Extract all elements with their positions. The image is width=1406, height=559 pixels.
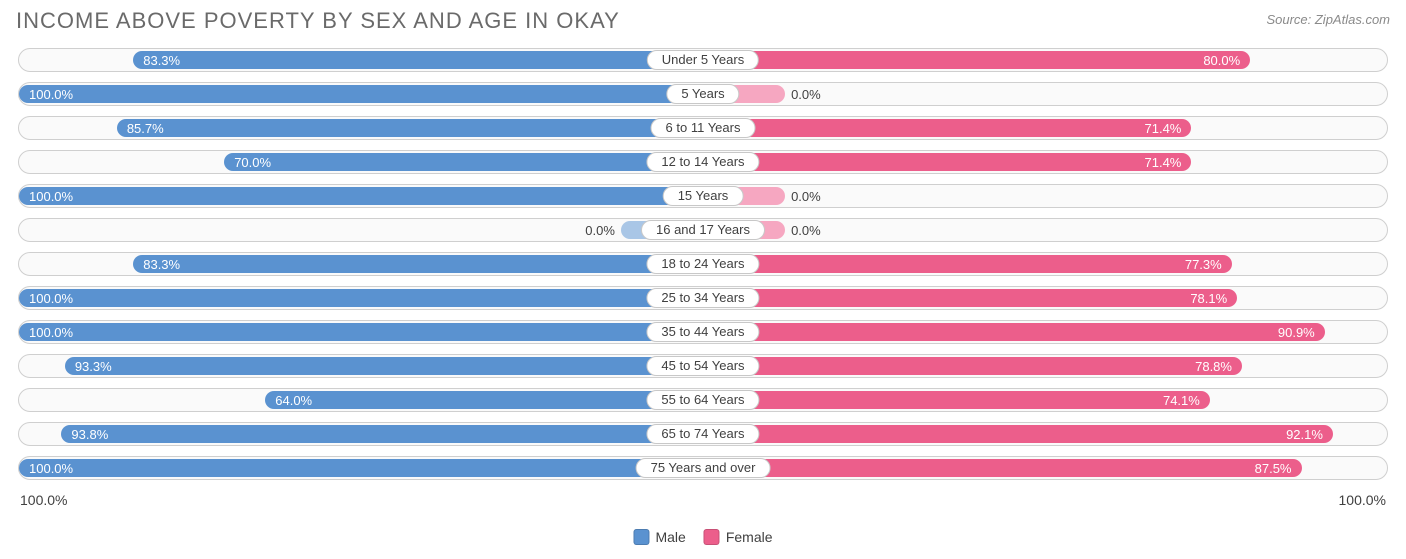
male-bar: 100.0% bbox=[19, 323, 703, 341]
chart-row: 100.0% 0.0% 5 Years bbox=[18, 82, 1388, 106]
axis-left-label: 100.0% bbox=[20, 492, 67, 508]
legend: Male Female bbox=[633, 529, 772, 545]
male-value-label: 100.0% bbox=[29, 461, 73, 476]
male-value-label: 100.0% bbox=[29, 325, 73, 340]
chart-row: 0.0% 0.0% 16 and 17 Years bbox=[18, 218, 1388, 242]
male-value-label: 70.0% bbox=[234, 155, 271, 170]
chart-area: 83.3% 80.0% Under 5 Years 100.0% 0.0% 5 Years… bbox=[16, 48, 1390, 480]
female-bar: 80.0% bbox=[703, 51, 1250, 69]
category-pill: 65 to 74 Years bbox=[646, 424, 759, 444]
chart-row: 64.0% 74.1% 55 to 64 Years bbox=[18, 388, 1388, 412]
female-value-label: 80.0% bbox=[1203, 53, 1240, 68]
female-value-label: 74.1% bbox=[1163, 393, 1200, 408]
chart-row: 93.3% 78.8% 45 to 54 Years bbox=[18, 354, 1388, 378]
category-pill: 5 Years bbox=[666, 84, 739, 104]
category-pill: 16 and 17 Years bbox=[641, 220, 765, 240]
chart-source: Source: ZipAtlas.com bbox=[1266, 12, 1390, 27]
category-pill: 45 to 54 Years bbox=[646, 356, 759, 376]
female-bar: 74.1% bbox=[703, 391, 1210, 409]
chart-row: 83.3% 80.0% Under 5 Years bbox=[18, 48, 1388, 72]
male-value-label: 64.0% bbox=[275, 393, 312, 408]
axis-right-label: 100.0% bbox=[1339, 492, 1386, 508]
chart-header: INCOME ABOVE POVERTY BY SEX AND AGE IN O… bbox=[16, 8, 1390, 34]
chart-row: 93.8% 92.1% 65 to 74 Years bbox=[18, 422, 1388, 446]
female-value-label: 71.4% bbox=[1145, 155, 1182, 170]
male-bar: 83.3% bbox=[133, 51, 703, 69]
legend-item-female: Female bbox=[704, 529, 773, 545]
legend-label-female: Female bbox=[726, 529, 773, 545]
category-pill: 25 to 34 Years bbox=[646, 288, 759, 308]
category-pill: 15 Years bbox=[663, 186, 744, 206]
female-bar: 92.1% bbox=[703, 425, 1333, 443]
chart-row: 100.0% 90.9% 35 to 44 Years bbox=[18, 320, 1388, 344]
female-value-label: 78.1% bbox=[1190, 291, 1227, 306]
male-value-label: 85.7% bbox=[127, 121, 164, 136]
male-value-label: 83.3% bbox=[143, 257, 180, 272]
chart-title: INCOME ABOVE POVERTY BY SEX AND AGE IN O… bbox=[16, 8, 620, 34]
chart-row: 70.0% 71.4% 12 to 14 Years bbox=[18, 150, 1388, 174]
female-bar: 71.4% bbox=[703, 119, 1191, 137]
chart-container: INCOME ABOVE POVERTY BY SEX AND AGE IN O… bbox=[0, 0, 1406, 559]
chart-row: 100.0% 78.1% 25 to 34 Years bbox=[18, 286, 1388, 310]
chart-row: 83.3% 77.3% 18 to 24 Years bbox=[18, 252, 1388, 276]
male-value-label: 93.3% bbox=[75, 359, 112, 374]
female-value-label: 71.4% bbox=[1145, 121, 1182, 136]
legend-label-male: Male bbox=[655, 529, 685, 545]
legend-swatch-female bbox=[704, 529, 720, 545]
female-value-label: 90.9% bbox=[1278, 325, 1315, 340]
male-bar: 93.8% bbox=[61, 425, 703, 443]
male-value-label: 100.0% bbox=[29, 87, 73, 102]
male-bar: 100.0% bbox=[19, 85, 703, 103]
male-value-label: 100.0% bbox=[29, 291, 73, 306]
female-bar: 87.5% bbox=[703, 459, 1302, 477]
female-value-label: 0.0% bbox=[785, 87, 821, 102]
male-bar: 64.0% bbox=[265, 391, 703, 409]
male-bar: 100.0% bbox=[19, 187, 703, 205]
male-bar: 100.0% bbox=[19, 289, 703, 307]
male-value-label: 93.8% bbox=[71, 427, 108, 442]
chart-row: 100.0% 87.5% 75 Years and over bbox=[18, 456, 1388, 480]
female-bar: 78.1% bbox=[703, 289, 1237, 307]
male-bar: 100.0% bbox=[19, 459, 703, 477]
male-value-label: 100.0% bbox=[29, 189, 73, 204]
female-value-label: 0.0% bbox=[785, 189, 821, 204]
female-value-label: 87.5% bbox=[1255, 461, 1292, 476]
category-pill: 75 Years and over bbox=[636, 458, 771, 478]
legend-swatch-male bbox=[633, 529, 649, 545]
female-bar: 90.9% bbox=[703, 323, 1325, 341]
female-bar: 71.4% bbox=[703, 153, 1191, 171]
female-bar: 77.3% bbox=[703, 255, 1232, 273]
male-value-label: 83.3% bbox=[143, 53, 180, 68]
category-pill: 35 to 44 Years bbox=[646, 322, 759, 342]
male-bar: 70.0% bbox=[224, 153, 703, 171]
category-pill: 55 to 64 Years bbox=[646, 390, 759, 410]
male-bar: 83.3% bbox=[133, 255, 703, 273]
male-bar: 85.7% bbox=[117, 119, 703, 137]
category-pill: 18 to 24 Years bbox=[646, 254, 759, 274]
female-value-label: 0.0% bbox=[785, 223, 821, 238]
category-pill: Under 5 Years bbox=[647, 50, 759, 70]
chart-row: 100.0% 0.0% 15 Years bbox=[18, 184, 1388, 208]
female-bar: 78.8% bbox=[703, 357, 1242, 375]
chart-row: 85.7% 71.4% 6 to 11 Years bbox=[18, 116, 1388, 140]
axis-row: 100.0% 100.0% bbox=[16, 490, 1390, 508]
category-pill: 12 to 14 Years bbox=[646, 152, 759, 172]
male-value-label: 0.0% bbox=[585, 223, 621, 238]
female-value-label: 77.3% bbox=[1185, 257, 1222, 272]
female-value-label: 92.1% bbox=[1286, 427, 1323, 442]
legend-item-male: Male bbox=[633, 529, 685, 545]
category-pill: 6 to 11 Years bbox=[651, 118, 756, 138]
male-bar: 93.3% bbox=[65, 357, 703, 375]
female-value-label: 78.8% bbox=[1195, 359, 1232, 374]
